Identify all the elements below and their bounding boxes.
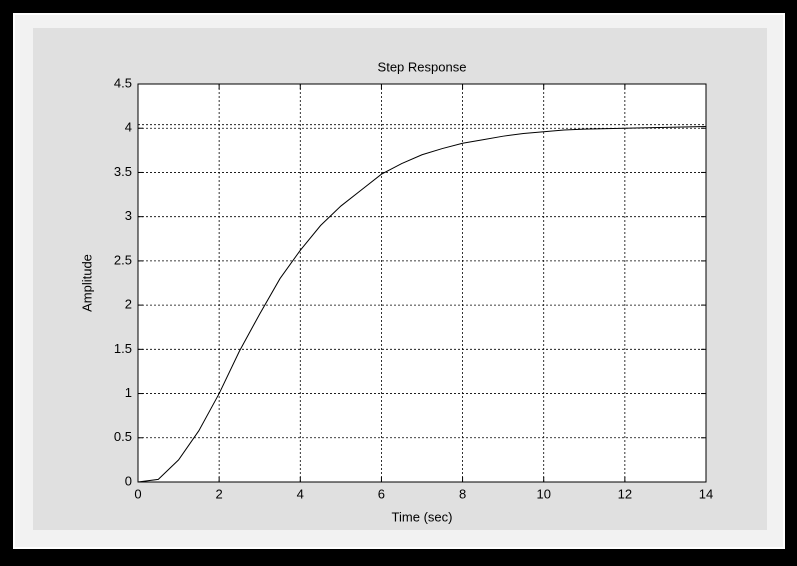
y-tick-label: 1.5 bbox=[114, 341, 132, 356]
x-tick-label: 4 bbox=[297, 486, 304, 501]
x-tick-label: 0 bbox=[134, 486, 141, 501]
y-tick-label: 4.5 bbox=[114, 75, 132, 90]
y-tick-label: 2 bbox=[125, 297, 132, 312]
y-axis-label: Amplitude bbox=[79, 254, 94, 312]
y-tick-label: 2.5 bbox=[114, 252, 132, 267]
plot-area bbox=[138, 84, 706, 482]
axes-box bbox=[137, 83, 707, 483]
y-tick-label: 3 bbox=[125, 208, 132, 223]
x-tick-label: 10 bbox=[536, 486, 550, 501]
x-tick-label: 14 bbox=[699, 486, 713, 501]
x-axis-label: Time (sec) bbox=[392, 509, 453, 524]
line-series bbox=[137, 125, 707, 483]
x-tick-label: 12 bbox=[618, 486, 632, 501]
y-tick-label: 4 bbox=[125, 120, 132, 135]
x-tick-label: 8 bbox=[459, 486, 466, 501]
y-tick-label: 3.5 bbox=[114, 164, 132, 179]
y-tick-label: 0.5 bbox=[114, 429, 132, 444]
chart-title: Step Response bbox=[378, 59, 467, 74]
x-tick-label: 6 bbox=[378, 486, 385, 501]
y-tick-label: 0 bbox=[125, 473, 132, 488]
y-tick-label: 1 bbox=[125, 385, 132, 400]
x-tick-label: 2 bbox=[216, 486, 223, 501]
